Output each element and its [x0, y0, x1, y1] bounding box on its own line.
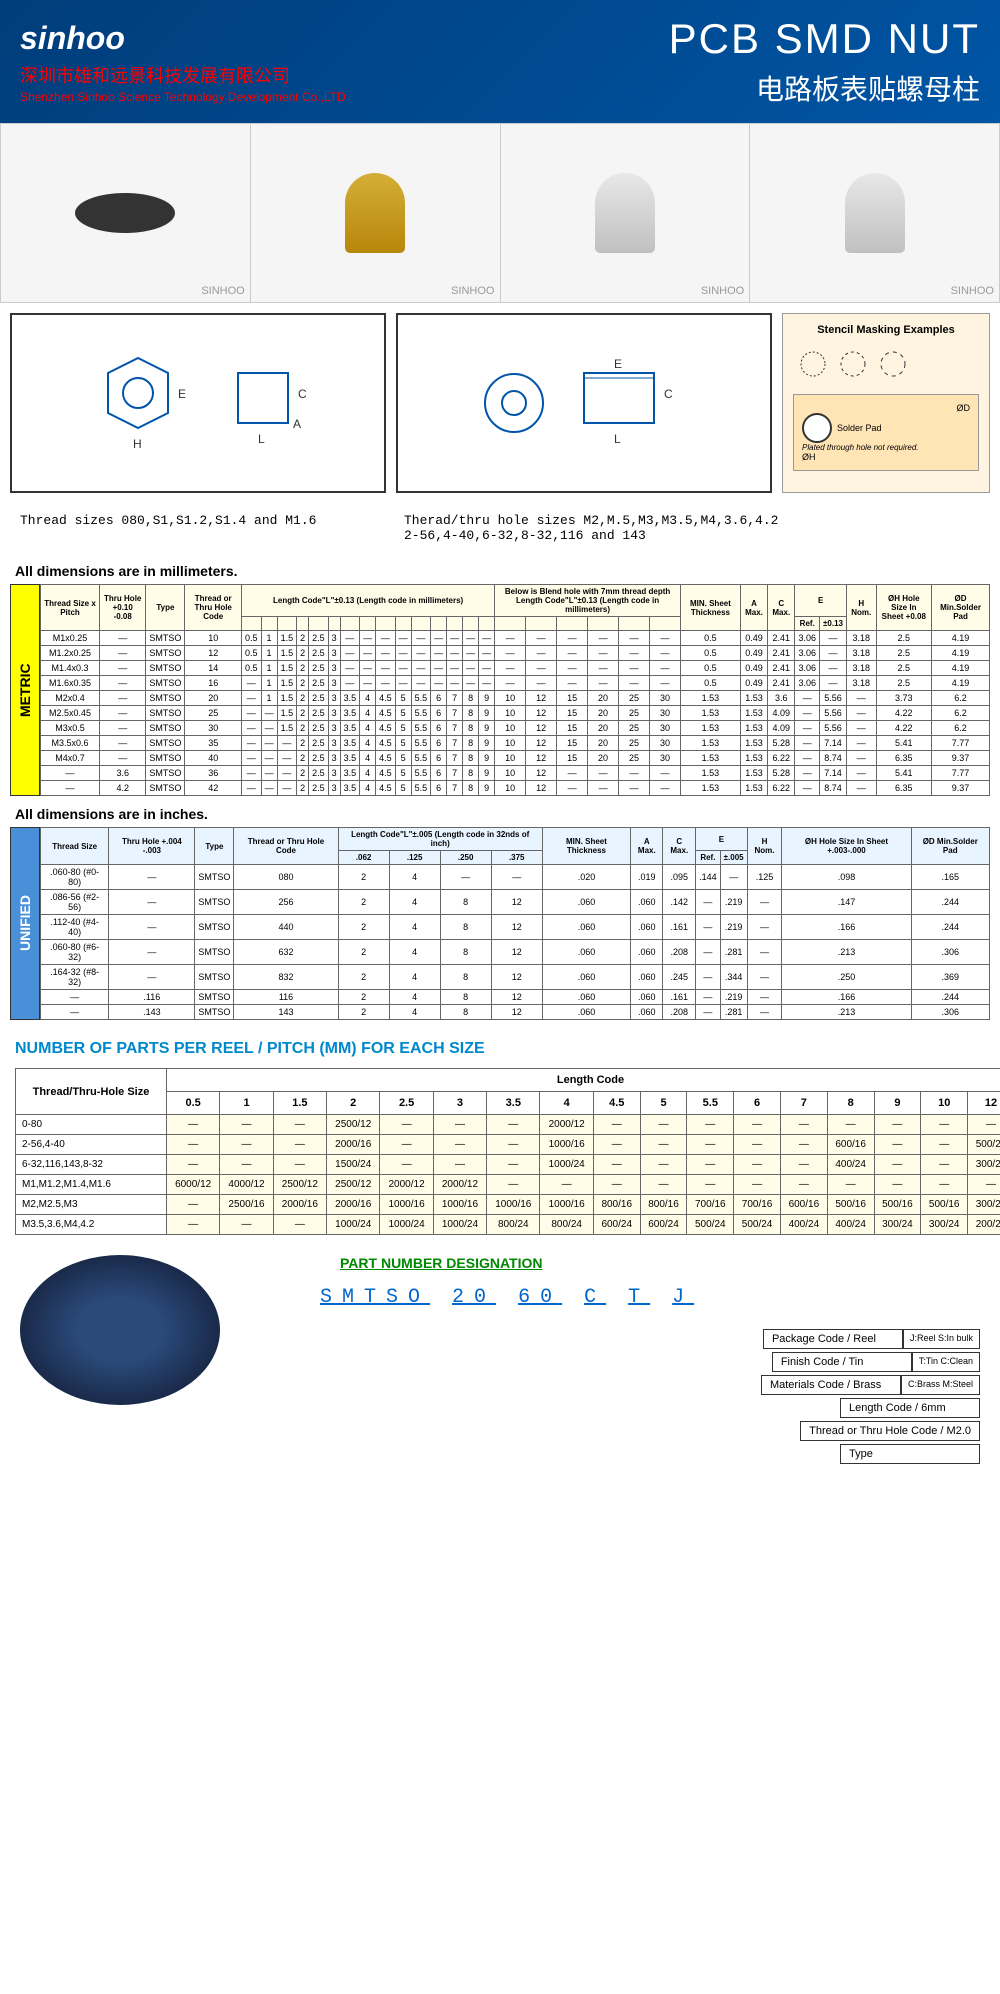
part-legend: Package Code / ReelJ:Reel S:In bulkFinis…: [260, 1329, 980, 1464]
reel-table: Thread/Thru-Hole SizeLength Code0.511.52…: [15, 1068, 1000, 1235]
svg-text:E: E: [178, 387, 186, 401]
photo-4: SINHOO: [750, 124, 999, 302]
svg-text:A: A: [293, 417, 301, 431]
svg-text:C: C: [664, 387, 673, 401]
caption-2b: 2-56,4-40,6-32,8-32,116 and 143: [404, 528, 980, 543]
reel-photo: [20, 1255, 220, 1405]
svg-text:E: E: [614, 357, 622, 371]
company-name-en: Shenzhen Sinhoo Science Technology Devel…: [20, 90, 669, 104]
part-code: SMTSO 20 60 C T J: [260, 1286, 980, 1309]
unified-table-wrap: UNIFIED Thread SizeThru Hole +.004 -.003…: [10, 827, 990, 1020]
caption-2a: Therad/thru hole sizes M2,M.5,M3,M3.5,M4…: [404, 513, 980, 528]
diagram-round: C L E: [396, 313, 772, 493]
diagram-captions: Thread sizes 080,S1,S1.2,S1.4 and M1.6 T…: [0, 503, 1000, 553]
product-photos: SINHOO SINHOO SINHOO SINHOO: [0, 123, 1000, 303]
unified-dim-label: All dimensions are in inches.: [0, 796, 1000, 827]
unified-table: Thread SizeThru Hole +.004 -.003TypeThre…: [40, 827, 990, 1020]
page-header: sinhoo 深圳市雄和远景科技发展有限公司 Shenzhen Sinhoo S…: [0, 0, 1000, 123]
metric-tab: METRIC: [10, 584, 40, 796]
metric-table-wrap: METRIC Thread Size x PitchThru Hole +0.1…: [10, 584, 990, 796]
reel-section-title: NUMBER OF PARTS PER REEL / PITCH (MM) FO…: [0, 1020, 1000, 1068]
technical-diagrams: E H C L A C L E Stencil Masking Examples ØD S…: [0, 303, 1000, 503]
unified-tab: UNIFIED: [10, 827, 40, 1020]
product-title-en: PCB SMD NUT: [669, 15, 980, 63]
caption-1: Thread sizes 080,S1,S1.2,S1.4 and M1.6: [20, 513, 404, 543]
diagram-hex: E H C L A: [10, 313, 386, 493]
stencil-masking: Stencil Masking Examples ØD Solder Pad P…: [782, 313, 990, 493]
part-number-section: PART NUMBER DESIGNATION SMTSO 20 60 C T …: [0, 1235, 1000, 1487]
svg-text:L: L: [614, 432, 621, 446]
svg-text:H: H: [133, 437, 142, 451]
photo-3: SINHOO: [501, 124, 751, 302]
svg-text:L: L: [258, 432, 265, 446]
metric-dim-label: All dimensions are in millimeters.: [0, 553, 1000, 584]
photo-1: SINHOO: [1, 124, 251, 302]
logo: sinhoo: [20, 20, 669, 57]
product-title-cn: 电路板表贴螺母柱: [669, 68, 980, 108]
part-designation-title: PART NUMBER DESIGNATION: [260, 1255, 980, 1271]
company-name-cn: 深圳市雄和远景科技发展有限公司: [20, 62, 669, 88]
photo-2: SINHOO: [251, 124, 501, 302]
svg-text:C: C: [298, 387, 307, 401]
metric-table: Thread Size x PitchThru Hole +0.10 -0.08…: [40, 584, 990, 796]
